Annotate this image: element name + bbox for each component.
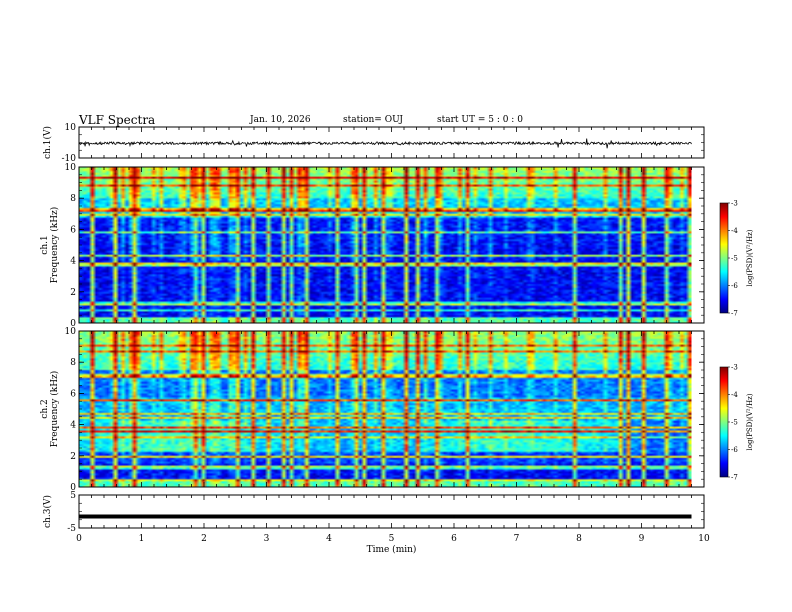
ch2-colorbar-tick-label: -3	[731, 364, 738, 372]
ch1-waveform-line	[78, 138, 692, 149]
station-label: station= OUJ	[343, 115, 404, 125]
ch2-colorbar-bar	[719, 366, 729, 478]
ch2-spectrogram-y-tick-label: 4	[70, 421, 76, 431]
ch2-spectrogram-y-tick-label: 8	[70, 358, 76, 368]
ch2-spectrogram-ylabel-channel: ch.2	[40, 399, 50, 418]
x-tick-label: 3	[264, 534, 270, 544]
x-tick-label: 5	[389, 534, 395, 544]
ch1-spectrogram-y-tick-label: 6	[70, 225, 76, 235]
x-tick-label: 1	[139, 534, 145, 544]
ch2-colorbar-tick-label: -7	[731, 474, 738, 482]
ch3-waveform-y-tick-label: -5	[67, 524, 76, 534]
ch1-spectrogram-ylabel-channel: ch.1	[40, 235, 50, 254]
x-axis-label: Time (min)	[367, 544, 417, 555]
x-tick-label: 2	[201, 534, 207, 544]
ch1-colorbar-label: log(PSD)(V²/Hz)	[746, 229, 754, 286]
ch2-spectrogram-y-tick-label: 0	[70, 483, 76, 493]
ch1-colorbar-tick-label: -6	[731, 282, 738, 290]
ch2-colorbar-tick-label: -5	[731, 419, 738, 427]
x-tick-label: 7	[514, 534, 520, 544]
ch2-spectrogram-image	[79, 331, 692, 487]
ch1-waveform-y-tick-label: 10	[65, 123, 77, 133]
ch1-waveform-ylabel: ch.1(V)	[42, 126, 53, 159]
x-tick-label: 10	[698, 534, 710, 544]
x-tick-label: 4	[326, 534, 332, 544]
ch1-spectrogram-ylabel-frequency: Frequency (kHz)	[49, 207, 60, 284]
x-tick-label: 9	[639, 534, 645, 544]
ch1-colorbar-tick-label: -7	[731, 310, 738, 318]
ch1-spectrogram-y-tick-label: 10	[65, 163, 77, 173]
ch1-colorbar-tick-label: -3	[731, 200, 738, 208]
x-tick-label: 8	[576, 534, 582, 544]
x-tick-label: 0	[76, 534, 82, 544]
date-label: Jan. 10, 2026	[250, 115, 311, 125]
ch1-colorbar-tick-label: -5	[731, 255, 738, 263]
start-time-label: start UT = 5 : 0 : 0	[437, 115, 523, 125]
ch1-spectrogram-y-tick-label: 8	[70, 194, 76, 204]
ch2-colorbar-tick-label: -6	[731, 446, 738, 454]
ch1-spectrogram-y-tick-label: 0	[70, 319, 76, 329]
ch2-spectrogram-y-tick-label: 10	[65, 327, 77, 337]
ch2-spectrogram-y-tick-label: 6	[70, 389, 76, 399]
ch3-waveform-y-tick-label: 5	[70, 491, 76, 501]
ch2-colorbar-tick-label: -4	[731, 391, 738, 399]
ch2-colorbar-label: log(PSD)(V²/Hz)	[746, 393, 754, 450]
ch1-waveform-y-tick-label: -10	[62, 154, 77, 164]
ch1-spectrogram-image	[79, 167, 692, 323]
x-tick-label: 6	[451, 534, 457, 544]
ch2-spectrogram-y-tick-label: 2	[70, 452, 76, 462]
ch1-spectrogram-y-tick-label: 2	[70, 288, 76, 298]
figure-title: VLF Spectra	[79, 113, 156, 127]
ch1-spectrogram-y-tick-label: 4	[70, 257, 76, 267]
ch2-spectrogram-ylabel-frequency: Frequency (kHz)	[49, 371, 60, 448]
ch1-colorbar-bar	[719, 202, 729, 314]
ch1-colorbar-tick-label: -4	[731, 227, 738, 235]
ch3-waveform-ylabel: ch.3(V)	[42, 495, 53, 528]
